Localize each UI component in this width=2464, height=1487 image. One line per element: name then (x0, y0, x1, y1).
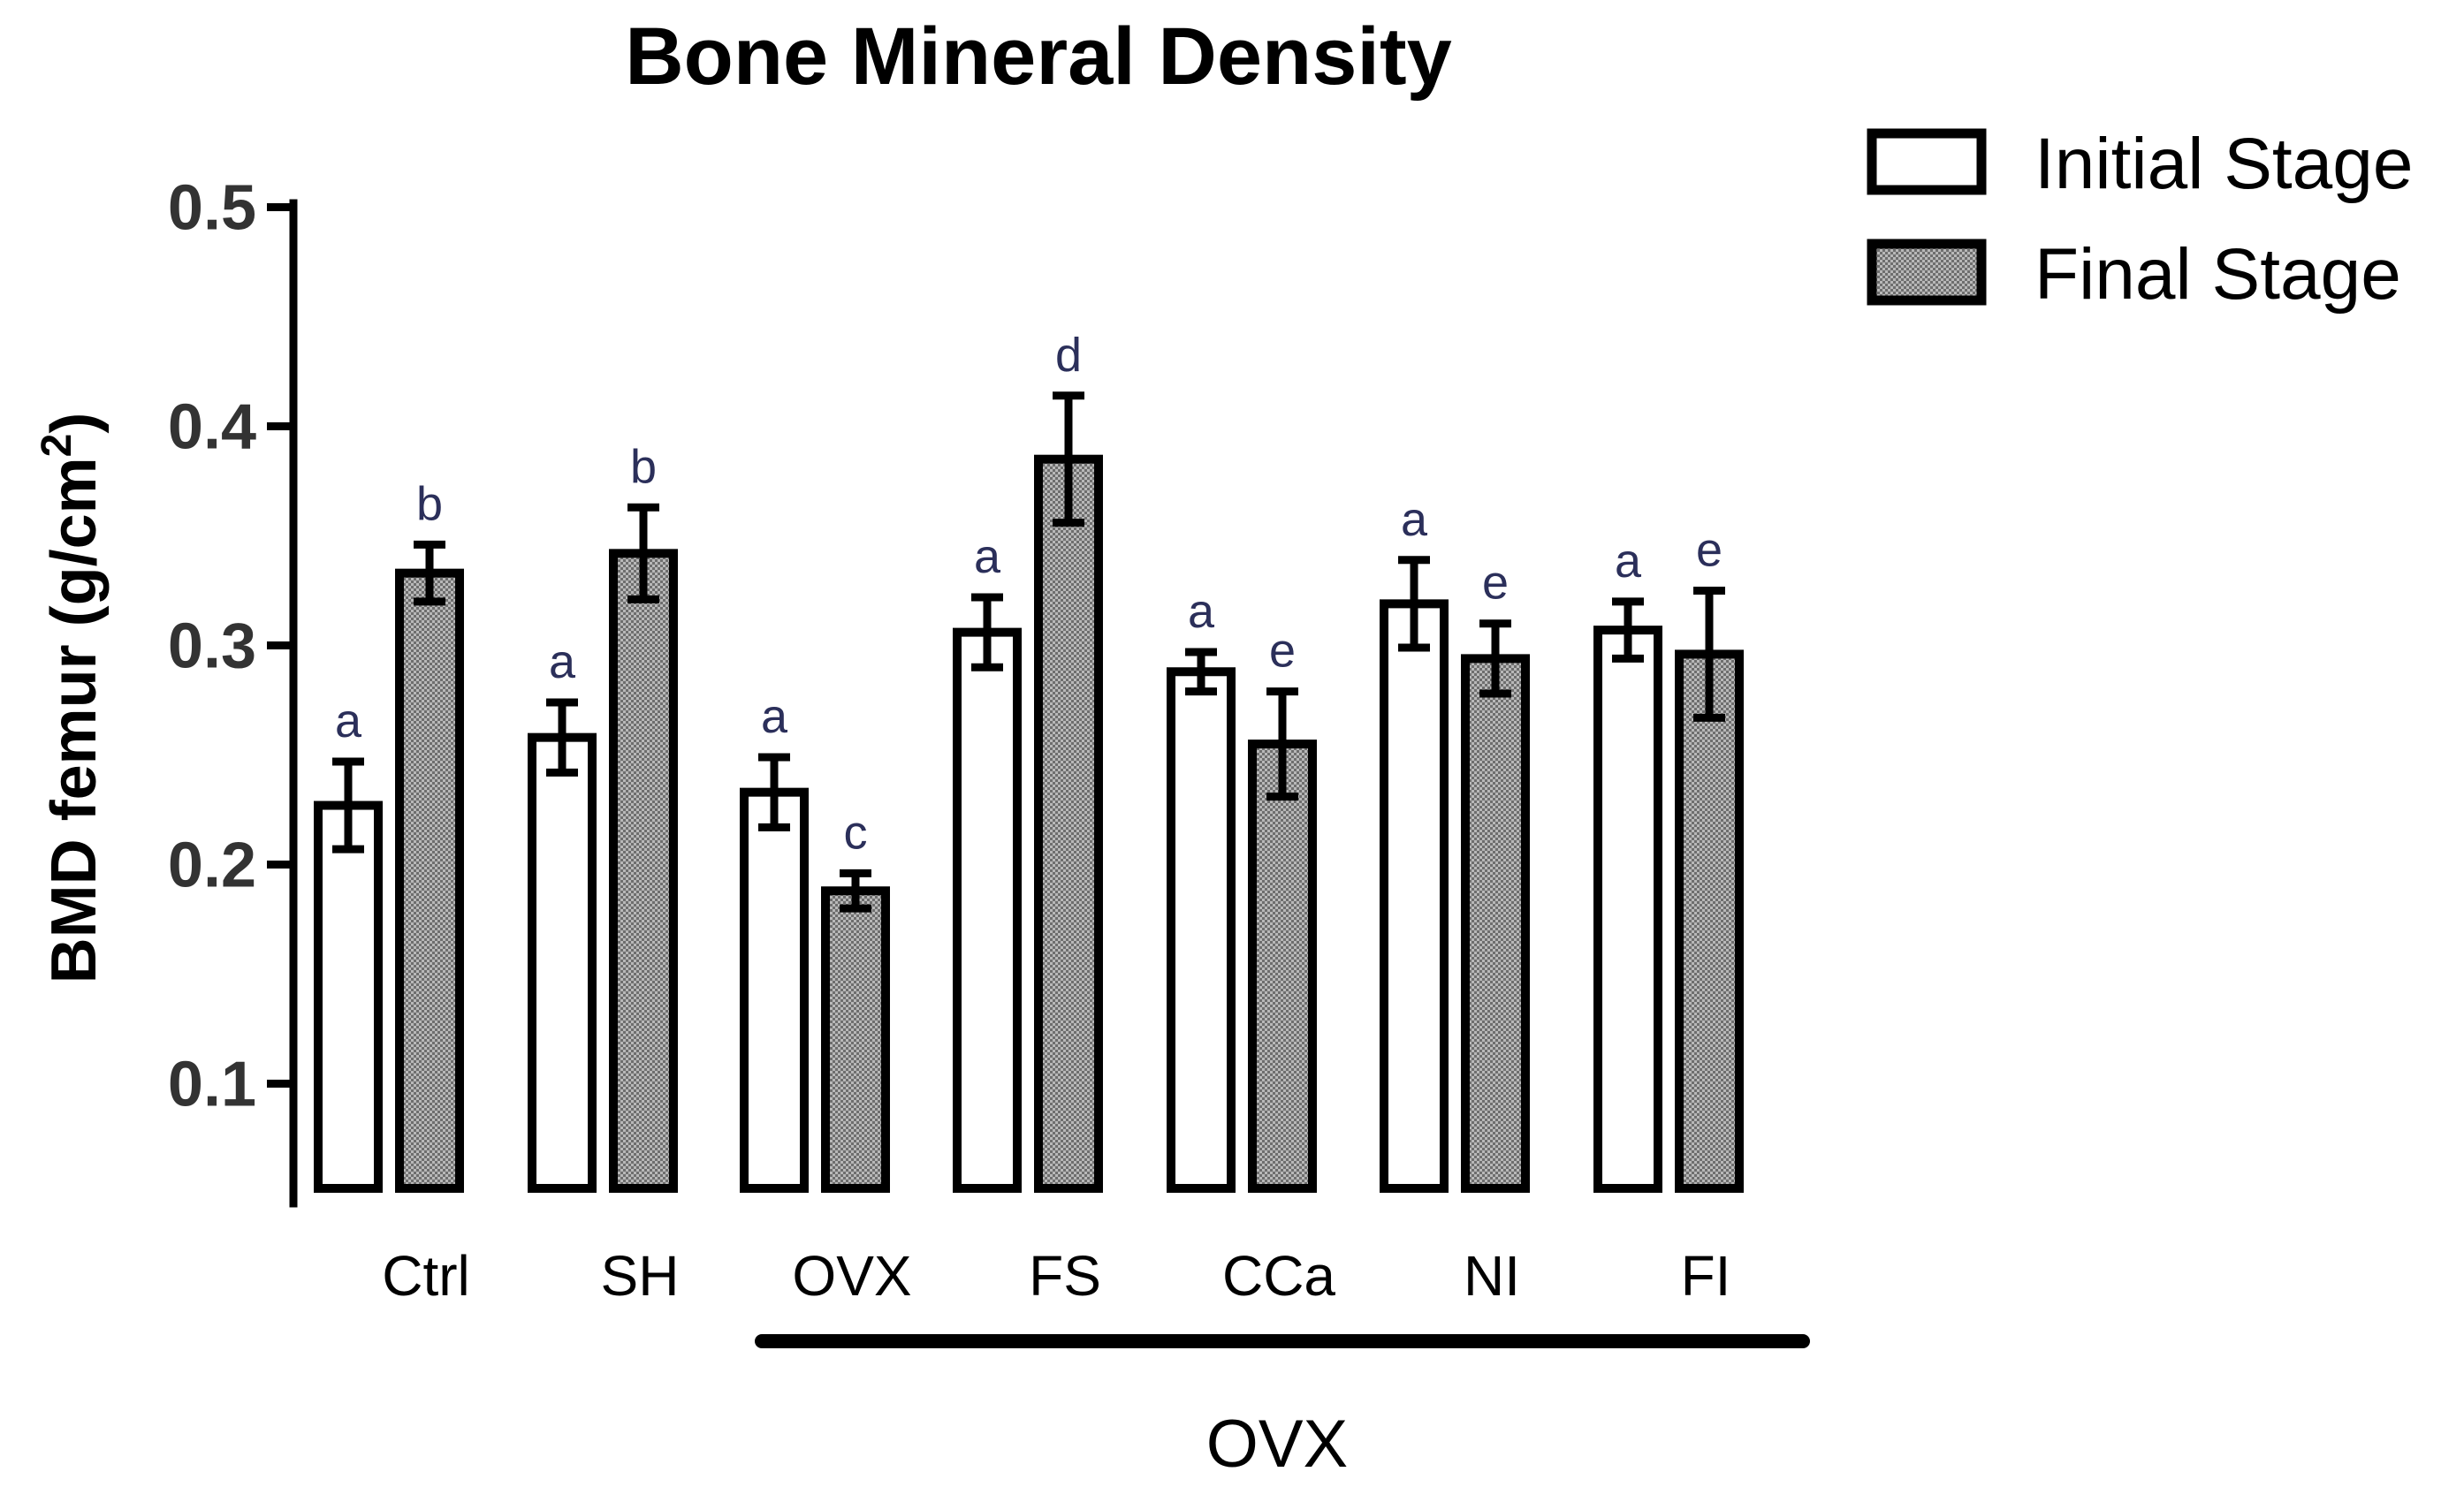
bar-final-stage-sh (609, 549, 678, 1193)
x-tick-label-sh: SH (601, 1244, 680, 1308)
chart-title: Bone Mineral Density (625, 11, 1452, 102)
bar-final-stage-ni (1461, 654, 1530, 1193)
y-axis: 0.1 0.2 0.3 0.4 0.5 (168, 173, 298, 1208)
bar-initial-stage-ovx (740, 787, 809, 1193)
annotation-initial-ctrl: a (335, 694, 362, 747)
y-axis-label-close: ) (39, 413, 110, 434)
annotation-final-ni: e (1482, 557, 1509, 610)
annotation-initial-fs: a (974, 530, 1001, 583)
x-tick-label-ovx: OVX (792, 1244, 911, 1308)
bars (314, 454, 1744, 1193)
annotation-final-sh: b (630, 440, 657, 493)
y-axis-label-main: BMD femur (g/cm (39, 457, 110, 983)
annotation-initial-sh: a (549, 635, 576, 688)
legend-swatch-final (1867, 239, 1987, 306)
legend-label-initial: Initial Stage (2034, 124, 2414, 204)
bar-initial-stage-sh (528, 732, 597, 1193)
svg-text:BMD femur (g/cm2): BMD femur (g/cm2) (34, 413, 110, 984)
y-tick-label-0.3: 0.3 (168, 611, 256, 682)
bar-final-stage-ovx (821, 886, 890, 1193)
annotation-final-fs: d (1055, 329, 1082, 382)
annotation-final-ovx: c (844, 806, 868, 859)
bar-initial-stage-ni (1380, 599, 1449, 1193)
x-tick-label-fs: FS (1029, 1244, 1101, 1308)
y-axis-label-superscript: 2 (34, 434, 80, 458)
bar-initial-stage-ctrl (314, 800, 383, 1193)
x-tick-label-ctrl: Ctrl (382, 1244, 470, 1308)
x-tick-label-cca: CCa (1222, 1244, 1335, 1308)
x-tick-label-fi: FI (1681, 1244, 1731, 1308)
y-tick-label-0.5: 0.5 (168, 173, 256, 244)
y-tick-label-0.2: 0.2 (168, 831, 256, 901)
annotation-initial-fi: a (1615, 535, 1642, 588)
bar-initial-stage-fs (953, 627, 1022, 1193)
x-tick-label-ni: NI (1464, 1244, 1520, 1308)
bar-initial-stage-fi (1593, 626, 1662, 1193)
bar-final-stage-fs (1034, 454, 1103, 1193)
bar-initial-stage-cca (1167, 667, 1236, 1193)
y-tick-label-0.1: 0.1 (168, 1050, 256, 1120)
annotation-final-fi: e (1696, 524, 1723, 577)
y-axis-label: BMD femur (g/cm2) (34, 413, 110, 984)
bar-final-stage-fi (1675, 649, 1744, 1193)
x-tick-labels: Ctrl SH OVX FS CCa NI FI (382, 1244, 1730, 1308)
y-tick-label-0.4: 0.4 (168, 392, 256, 463)
bar-final-stage-cca (1248, 740, 1317, 1193)
legend-swatch-initial (1867, 128, 1987, 195)
annotation-initial-ni: a (1401, 493, 1428, 546)
annotation-initial-ovx: a (761, 690, 788, 743)
legend: Initial Stage Final Stage (1867, 124, 2414, 315)
annotation-initial-cca: a (1188, 585, 1215, 638)
error-bars (332, 391, 1725, 913)
significance-letters: a a a a a a a b b c d e e e (335, 329, 1723, 860)
annotation-final-cca: e (1269, 625, 1296, 678)
legend-label-final: Final Stage (2034, 234, 2401, 315)
bar-final-stage-ctrl (395, 568, 464, 1193)
ovx-group-label: OVX (1206, 1407, 1349, 1482)
annotation-final-ctrl: b (416, 477, 443, 530)
